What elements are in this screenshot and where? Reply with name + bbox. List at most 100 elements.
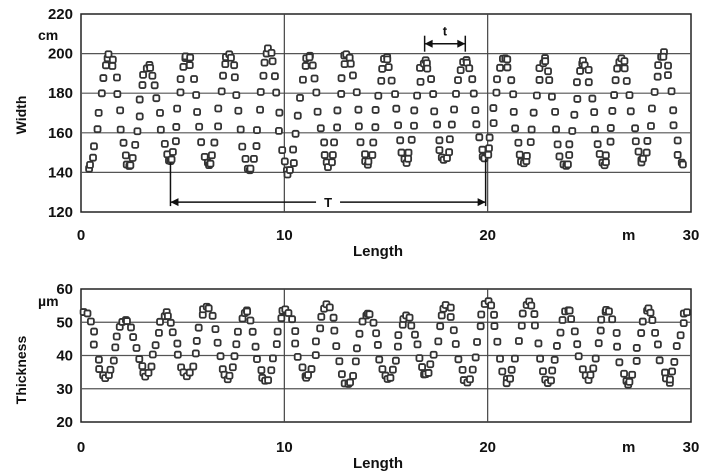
- y-tick-label: 20: [56, 414, 73, 431]
- data-point: [227, 53, 235, 62]
- data-point: [168, 148, 177, 156]
- data-point: [135, 355, 144, 363]
- width-chart: 120 140 160 180 200 220 0 10 20 30 cm m Length W…: [13, 6, 699, 260]
- data-point: [445, 135, 454, 144]
- data-point: [556, 328, 565, 337]
- data-point: [369, 318, 378, 327]
- data-point: [626, 107, 635, 116]
- data-point: [625, 377, 634, 386]
- data-point: [156, 317, 164, 326]
- data-point: [416, 77, 425, 86]
- data-point: [465, 64, 474, 73]
- data-point: [476, 322, 485, 331]
- data-point: [527, 301, 536, 310]
- data-point: [472, 120, 481, 129]
- data-point: [589, 364, 598, 373]
- data-point: [102, 61, 110, 70]
- data-point: [291, 327, 300, 336]
- data-point: [93, 125, 102, 134]
- x-tick-label: 0: [77, 439, 85, 456]
- data-point: [211, 325, 220, 334]
- data-point: [664, 61, 672, 70]
- data-point: [267, 366, 276, 375]
- width-plot-frame: [80, 13, 692, 213]
- y-tick-label: 120: [48, 204, 73, 221]
- data-point: [250, 154, 258, 163]
- data-point: [386, 373, 395, 382]
- data-point: [503, 55, 512, 64]
- width-x-unit: m: [622, 227, 635, 244]
- data-point: [278, 146, 287, 155]
- data-point: [207, 151, 216, 160]
- data-point: [298, 363, 307, 372]
- data-point: [490, 322, 499, 330]
- x-tick-label: 10: [276, 439, 293, 456]
- data-point: [325, 303, 334, 312]
- data-point: [545, 76, 554, 85]
- data-point: [246, 164, 255, 173]
- data-point: [553, 342, 561, 350]
- data-point: [631, 137, 640, 146]
- thickness-grid: [81, 289, 691, 422]
- data-point: [208, 311, 217, 320]
- data-point: [446, 303, 455, 312]
- data-point: [551, 107, 559, 116]
- data-point: [484, 150, 493, 159]
- data-point: [424, 369, 433, 377]
- data-point: [667, 87, 676, 96]
- data-point: [445, 148, 454, 157]
- data-point: [397, 148, 406, 157]
- data-point: [312, 88, 321, 97]
- data-point: [232, 91, 241, 100]
- data-point: [590, 108, 599, 117]
- data-point: [410, 121, 418, 130]
- data-point: [317, 312, 326, 321]
- long-period-label: T: [324, 195, 332, 210]
- data-point: [116, 106, 125, 115]
- data-point: [90, 142, 98, 151]
- data-point: [330, 326, 339, 335]
- data-point: [346, 378, 354, 387]
- data-point: [293, 111, 302, 120]
- data-point: [152, 94, 161, 103]
- thickness-y-ticks: 20 30 40 50 60: [56, 281, 73, 431]
- data-point: [654, 340, 662, 349]
- data-point: [129, 333, 138, 341]
- data-point: [289, 145, 298, 154]
- data-point: [377, 76, 386, 85]
- data-point: [527, 125, 536, 134]
- data-point: [173, 350, 182, 359]
- data-point: [468, 365, 477, 374]
- data-point: [191, 349, 200, 358]
- data-point: [392, 104, 401, 113]
- data-point: [509, 90, 518, 99]
- data-point: [584, 65, 593, 74]
- data-point: [307, 365, 316, 373]
- data-point: [374, 91, 383, 100]
- data-point: [108, 55, 117, 64]
- data-point: [271, 72, 279, 81]
- data-point: [384, 63, 393, 72]
- data-point: [608, 107, 617, 115]
- data-point: [109, 356, 118, 365]
- data-point: [410, 106, 419, 115]
- y-tick-label: 50: [56, 314, 73, 331]
- data-point: [119, 138, 128, 147]
- data-point: [613, 64, 622, 73]
- data-point: [503, 63, 512, 72]
- data-point: [185, 368, 194, 377]
- data-point: [378, 365, 387, 374]
- data-point: [396, 136, 405, 145]
- data-point: [337, 74, 346, 83]
- data-point: [529, 108, 538, 117]
- data-point: [135, 112, 144, 121]
- data-point: [496, 354, 504, 363]
- data-point: [664, 71, 672, 80]
- data-point: [436, 322, 445, 331]
- data-point: [531, 321, 539, 330]
- data-point: [144, 368, 153, 377]
- data-point: [333, 106, 342, 115]
- data-point: [634, 147, 643, 156]
- data-point: [666, 375, 674, 384]
- data-point: [375, 355, 384, 364]
